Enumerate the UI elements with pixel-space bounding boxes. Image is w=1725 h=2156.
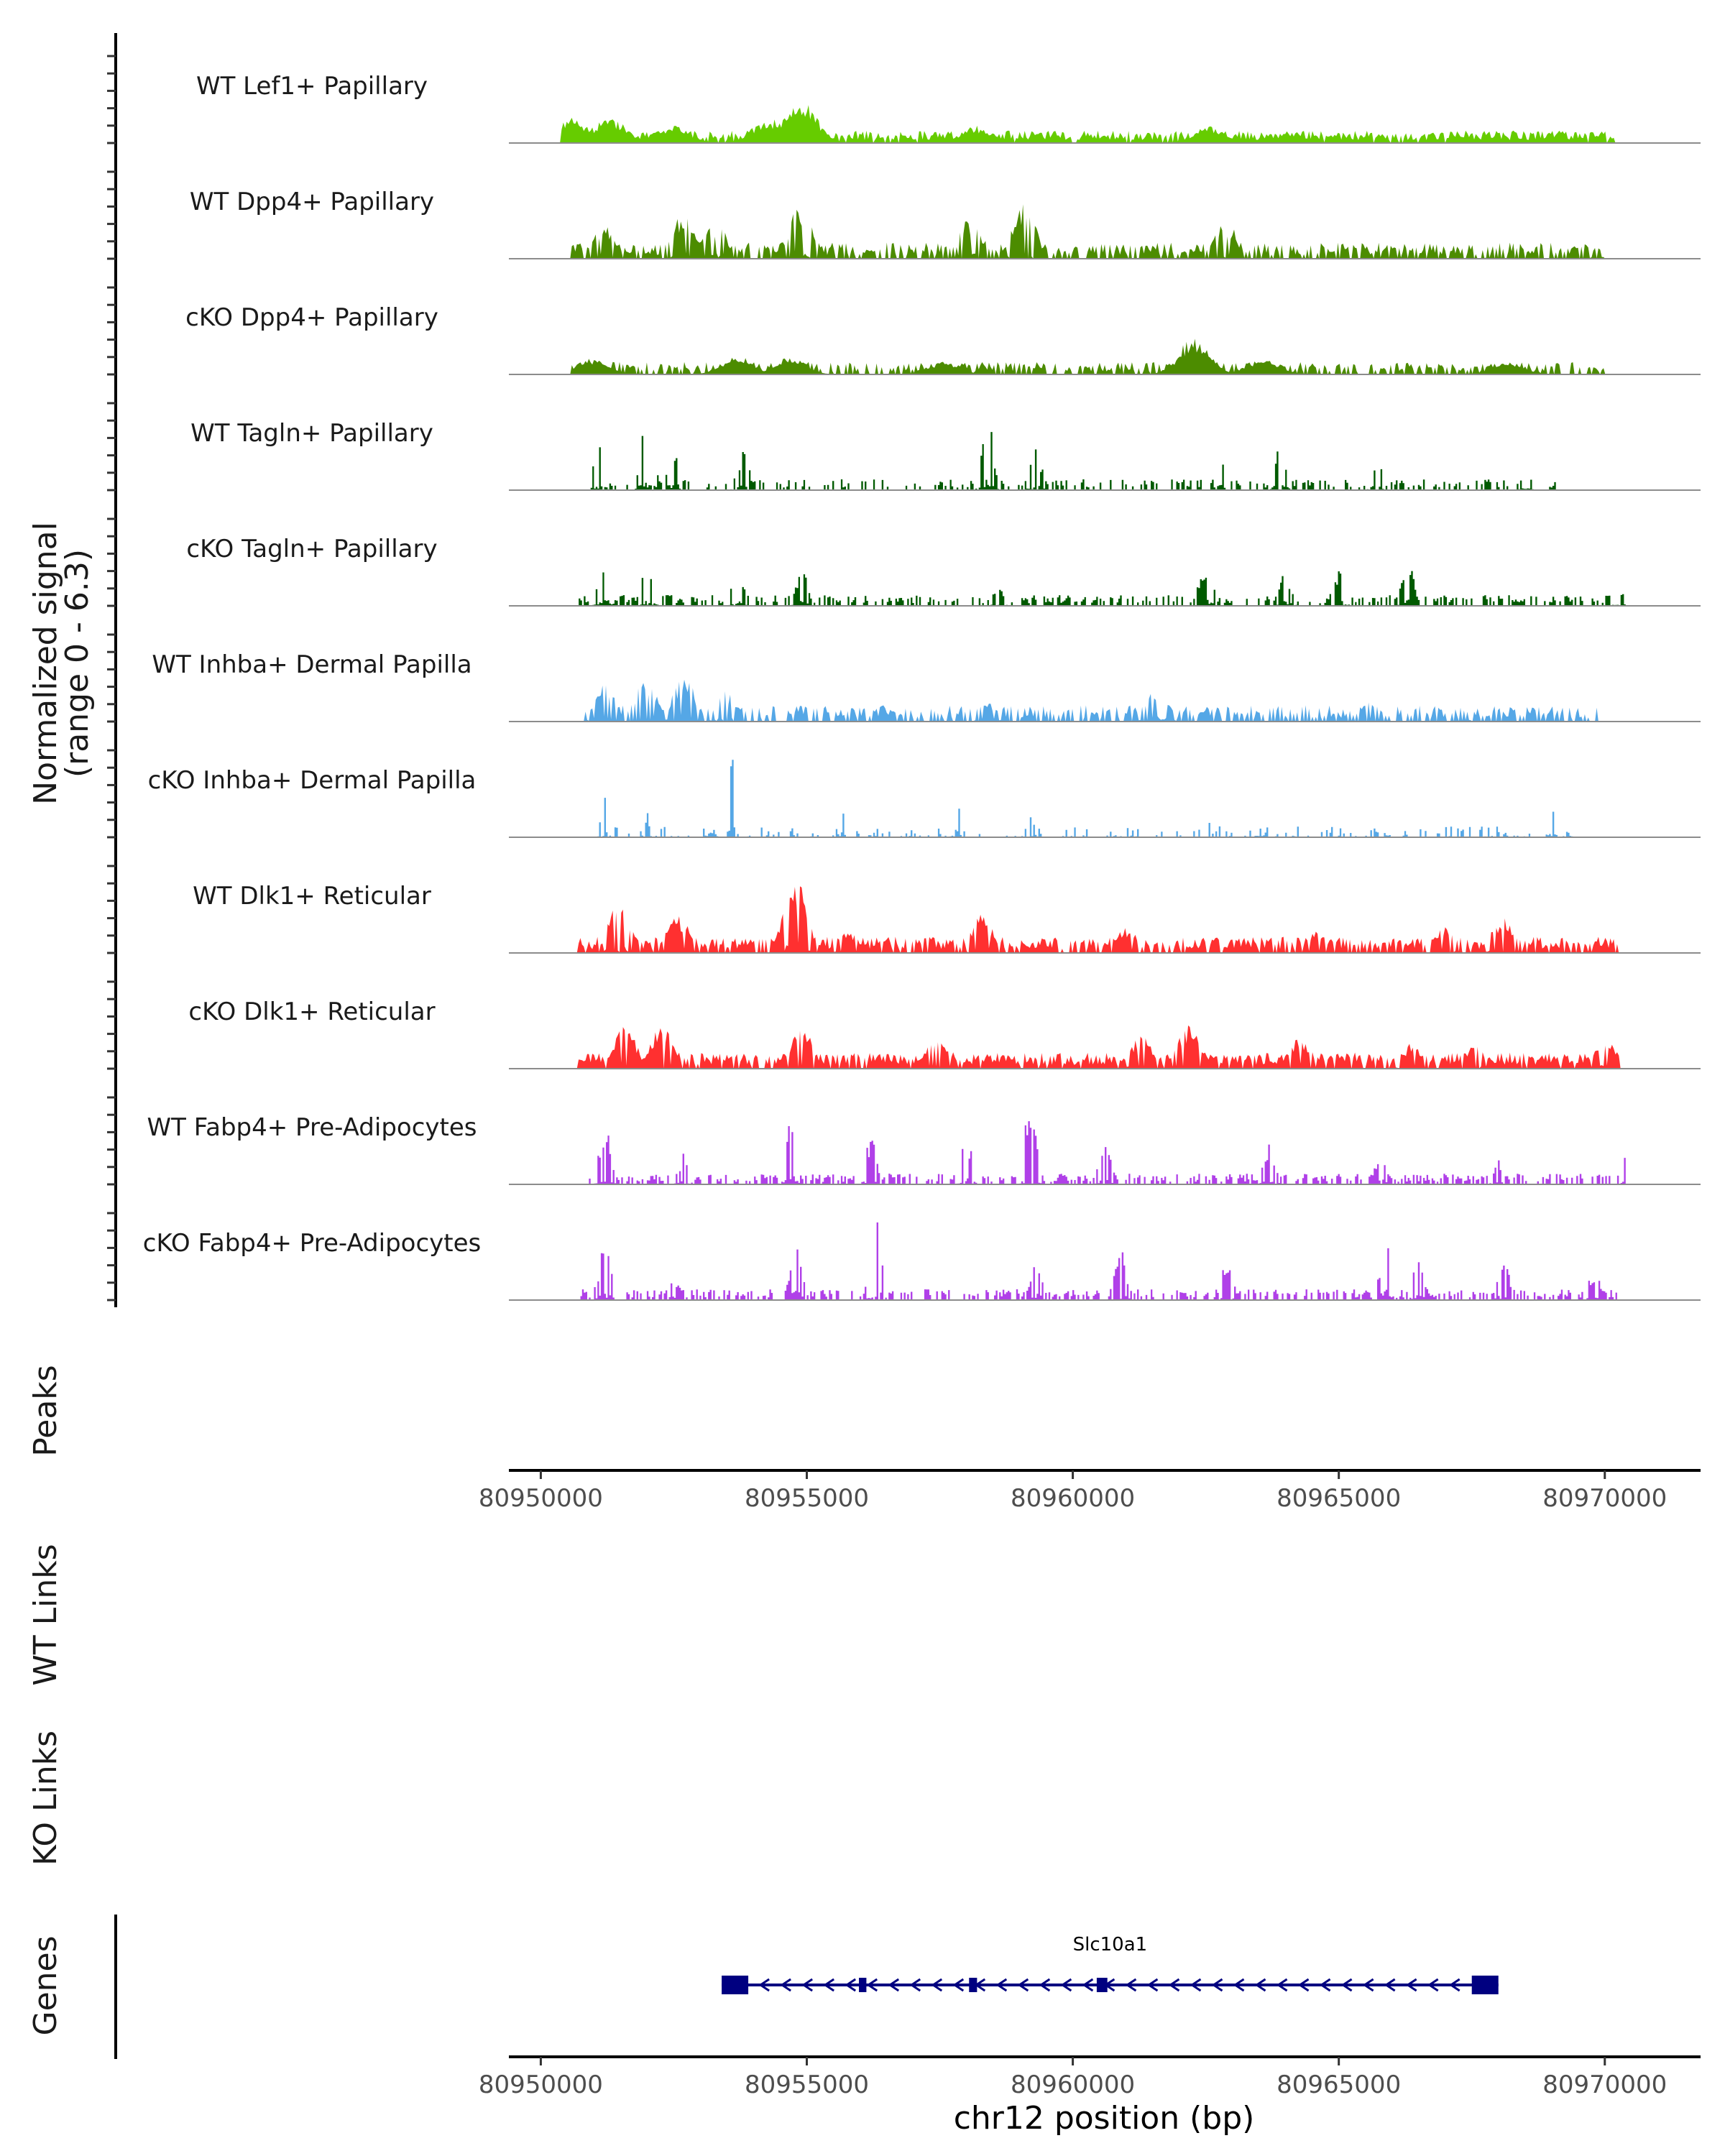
strand-arrow bbox=[1319, 1978, 1331, 1992]
peaks-panel-label: Peaks bbox=[27, 1365, 64, 1456]
coverage-area bbox=[509, 760, 1701, 837]
strand-arrow bbox=[1427, 1978, 1439, 1992]
strand-arrow bbox=[780, 1978, 791, 1992]
track-label: cKO Dlk1+ Reticular bbox=[188, 998, 435, 1026]
x-axis-label: chr12 position (bp) bbox=[954, 2100, 1255, 2137]
wt-links-panel-label: WT Links bbox=[27, 1544, 64, 1685]
strand-arrow bbox=[1082, 1978, 1094, 1992]
strand-arrow bbox=[1125, 1978, 1137, 1992]
strand-arrow bbox=[845, 1978, 857, 1992]
track-label: WT Inhba+ Dermal Papilla bbox=[152, 650, 472, 679]
gene-exon bbox=[1471, 1976, 1499, 1994]
track-label: WT Tagln+ Papillary bbox=[190, 419, 433, 448]
strand-arrow bbox=[758, 1978, 770, 1992]
y-axis bbox=[107, 33, 117, 1307]
track-8: cKO Dlk1+ Reticular bbox=[188, 998, 1701, 1069]
strand-arrow bbox=[931, 1978, 943, 1992]
strand-arrow bbox=[866, 1978, 878, 1992]
track-label: WT Dlk1+ Reticular bbox=[193, 882, 431, 911]
strand-arrow bbox=[1297, 1978, 1310, 1992]
track-2: cKO Dpp4+ Papillary bbox=[185, 303, 1701, 375]
strand-arrow bbox=[1276, 1978, 1288, 1992]
strand-arrow bbox=[1384, 1978, 1396, 1992]
x-tick-label: 80965000 bbox=[1276, 1484, 1401, 1513]
track-9: WT Fabp4+ Pre-Adipocytes bbox=[147, 1113, 1701, 1185]
track-label: cKO Tagln+ Papillary bbox=[186, 535, 437, 563]
track-label: cKO Dpp4+ Papillary bbox=[185, 303, 438, 332]
strand-arrow bbox=[823, 1978, 834, 1992]
y-axis-label: Normalized signal bbox=[27, 522, 64, 805]
position-axis-bottom: 80950000 80955000 80960000 80965000 80970000 bbox=[479, 2055, 1701, 2099]
strand-arrow bbox=[909, 1978, 921, 1992]
strand-arrow bbox=[1254, 1978, 1266, 1992]
x-tick-label: 80955000 bbox=[745, 2070, 869, 2099]
coverage-area bbox=[509, 1025, 1701, 1069]
coverage-area bbox=[509, 886, 1701, 953]
x-tick-label: 80950000 bbox=[479, 1484, 603, 1513]
genes-panel-label: Genes bbox=[27, 1935, 64, 2035]
track-label: WT Lef1+ Papillary bbox=[196, 72, 428, 101]
coverage-area bbox=[509, 571, 1701, 606]
strand-arrow bbox=[1146, 1978, 1159, 1992]
strand-arrow bbox=[1405, 1978, 1417, 1992]
track-label: cKO Inhba+ Dermal Papilla bbox=[148, 766, 477, 795]
coverage-tracks: WT Lef1+ Papillary WT Dpp4+ Papillary cKO … bbox=[143, 72, 1701, 1301]
coverage-area bbox=[509, 432, 1701, 490]
ko-links-panel-label: KO Links bbox=[27, 1731, 64, 1866]
track-10: cKO Fabp4+ Pre-Adipocytes bbox=[143, 1222, 1701, 1301]
coverage-area bbox=[509, 1121, 1701, 1184]
coverage-area bbox=[509, 679, 1701, 722]
strand-arrow bbox=[1340, 1978, 1353, 1992]
strand-arrow bbox=[888, 1978, 900, 1992]
strand-arrow bbox=[801, 1978, 813, 1992]
gene-exon bbox=[1096, 1978, 1108, 1992]
x-tick-label: 80960000 bbox=[1011, 1484, 1135, 1513]
x-tick-label: 80970000 bbox=[1542, 2070, 1667, 2099]
x-tick-label: 80970000 bbox=[1542, 1484, 1667, 1513]
track-3: WT Tagln+ Papillary bbox=[190, 419, 1701, 491]
x-tick-label: 80965000 bbox=[1276, 2070, 1401, 2099]
coverage-area bbox=[509, 338, 1701, 374]
strand-arrow bbox=[1039, 1978, 1051, 1992]
gene-exon bbox=[969, 1978, 978, 1992]
strand-arrow bbox=[1362, 1978, 1374, 1992]
strand-arrow bbox=[1060, 1978, 1072, 1992]
strand-arrow bbox=[1448, 1978, 1460, 1992]
y-axis-range-label: (range 0 - 6.3) bbox=[59, 549, 96, 778]
gene-model: Slc10a1 bbox=[722, 1934, 1499, 1994]
gene-exon bbox=[859, 1978, 867, 1992]
x-tick-label: 80960000 bbox=[1011, 2070, 1135, 2099]
track-0: WT Lef1+ Papillary bbox=[196, 72, 1701, 144]
track-6: cKO Inhba+ Dermal Papilla bbox=[148, 760, 1701, 838]
strand-arrow bbox=[1168, 1978, 1180, 1992]
coverage-area bbox=[509, 204, 1701, 259]
strand-arrow bbox=[995, 1978, 1008, 1992]
strand-arrow bbox=[1190, 1978, 1202, 1992]
coverage-area bbox=[509, 105, 1701, 143]
strand-arrow bbox=[1211, 1978, 1223, 1992]
track-5: WT Inhba+ Dermal Papilla bbox=[152, 650, 1701, 722]
strand-arrow bbox=[1233, 1978, 1245, 1992]
track-label: cKO Fabp4+ Pre-Adipocytes bbox=[143, 1229, 482, 1258]
x-tick-label: 80955000 bbox=[745, 1484, 869, 1513]
strand-arrow bbox=[952, 1978, 965, 1992]
track-1: WT Dpp4+ Papillary bbox=[190, 188, 1701, 259]
track-label: WT Fabp4+ Pre-Adipocytes bbox=[147, 1113, 477, 1142]
coverage-area bbox=[509, 1222, 1701, 1300]
x-tick-label: 80950000 bbox=[479, 2070, 603, 2099]
gene-exon bbox=[722, 1976, 749, 1994]
gene-name-label: Slc10a1 bbox=[1073, 1934, 1148, 1955]
track-label: WT Dpp4+ Papillary bbox=[190, 188, 434, 216]
track-7: WT Dlk1+ Reticular bbox=[193, 882, 1701, 954]
strand-arrow bbox=[1017, 1978, 1029, 1992]
position-axis-top: 80950000 80955000 80960000 80965000 80970000 bbox=[479, 1469, 1701, 1513]
track-4: cKO Tagln+ Papillary bbox=[186, 535, 1701, 607]
